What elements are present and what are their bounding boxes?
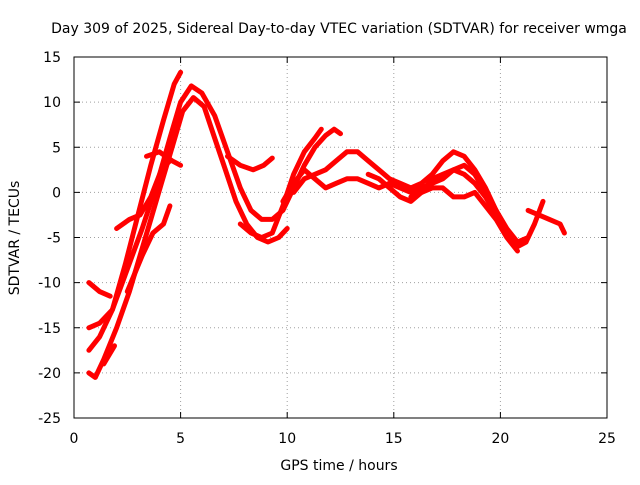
y-tick-label: 10 xyxy=(43,95,61,111)
series-line-arc-10 xyxy=(237,126,324,240)
grid xyxy=(74,57,607,418)
x-tick-label: 15 xyxy=(385,431,403,447)
series-line-arc-4 xyxy=(86,280,113,299)
y-tick-label: -10 xyxy=(38,276,61,292)
x-tick-label: 0 xyxy=(70,431,79,447)
series-line-arc-8 xyxy=(144,149,184,168)
y-tick-label: 15 xyxy=(43,50,61,66)
x-axis-label: GPS time / hours xyxy=(280,458,397,474)
series-line-arc-5 xyxy=(101,343,117,367)
y-tick-label: 0 xyxy=(52,185,61,201)
y-tick-label: 5 xyxy=(52,140,61,156)
series-line-arc-9 xyxy=(225,153,275,173)
x-tick-label: 20 xyxy=(491,431,509,447)
x-tick-label: 10 xyxy=(278,431,296,447)
x-tick-label: 5 xyxy=(176,431,185,447)
chart-title: Day 309 of 2025, Sidereal Day-to-day VTE… xyxy=(51,21,627,37)
y-tick-label: -15 xyxy=(38,321,61,337)
series-line-arc-12 xyxy=(291,149,531,245)
series-line-arc-2 xyxy=(86,83,343,353)
y-tick-label: -20 xyxy=(38,366,61,382)
y-tick-label: -25 xyxy=(38,411,61,427)
y-tick-label: -5 xyxy=(47,231,61,247)
series-line-arc-14 xyxy=(408,185,520,254)
series-line-arc-15 xyxy=(525,207,567,236)
series-layer xyxy=(86,69,567,380)
series-line-arc-6 xyxy=(114,158,173,231)
axis-ticks: 0 5 10 15 20 25 -25 -20 -15 -10 -5 0 5 10 15 xyxy=(38,50,616,447)
x-tick-label: 25 xyxy=(598,431,616,447)
y-axis-label: SDTVAR / TECUs xyxy=(7,181,23,296)
series-line-arc-7 xyxy=(124,203,173,295)
